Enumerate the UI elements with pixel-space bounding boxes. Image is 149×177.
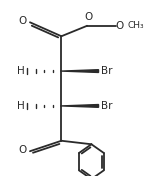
Polygon shape [61,105,98,107]
Text: CH₃: CH₃ [128,21,145,30]
Text: O: O [84,12,93,22]
Text: H: H [17,66,25,76]
Polygon shape [61,70,98,72]
Text: H: H [17,101,25,111]
Text: O: O [19,16,27,26]
Text: Br: Br [101,101,112,111]
Text: Br: Br [101,66,112,76]
Text: O: O [19,145,27,155]
Text: O: O [115,21,123,31]
